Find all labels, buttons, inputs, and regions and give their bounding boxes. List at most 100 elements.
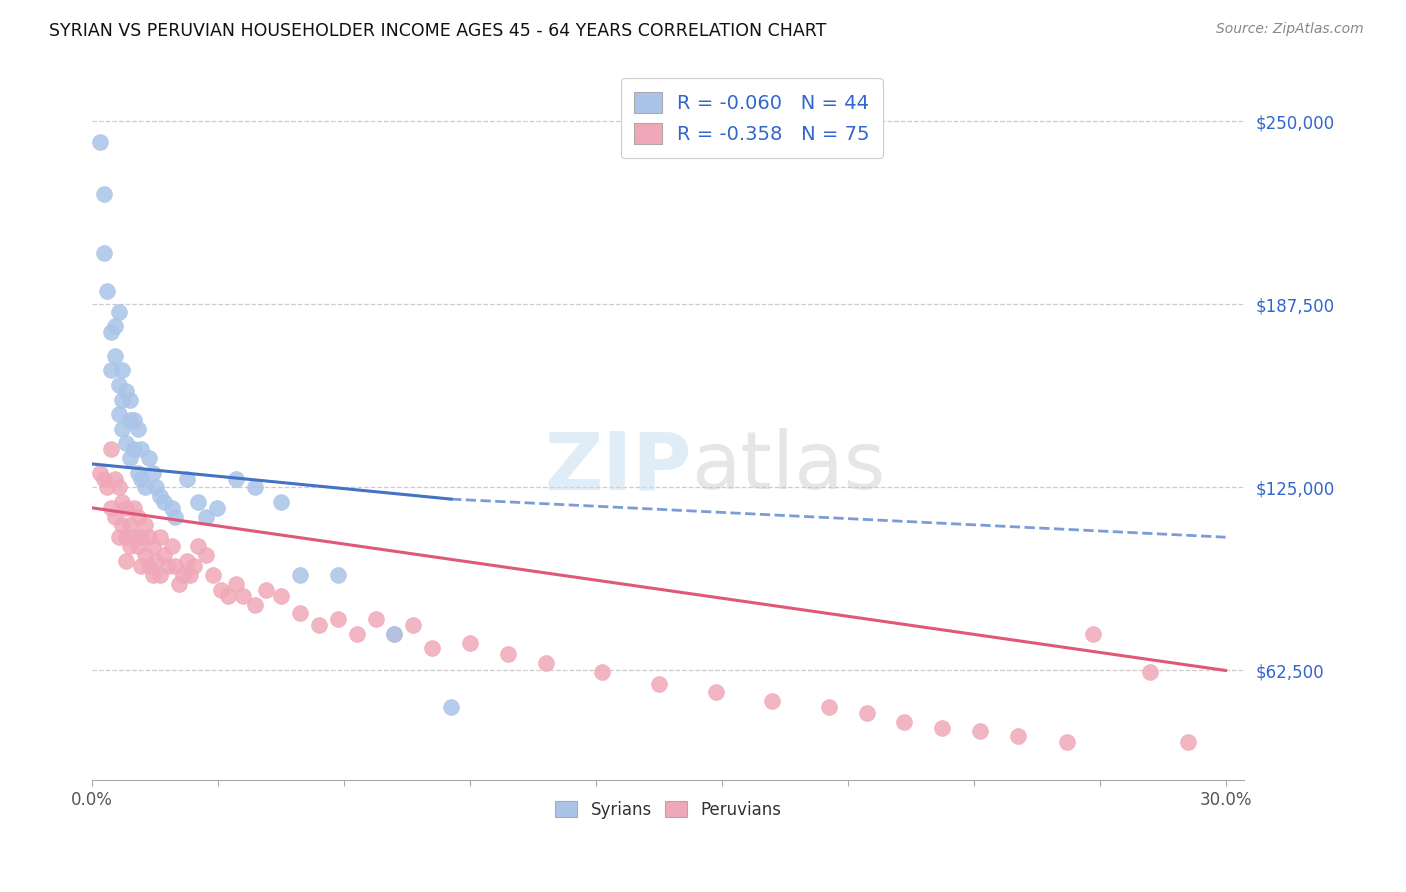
Point xyxy=(254,582,277,597)
Point xyxy=(93,187,115,202)
Point xyxy=(115,436,138,450)
Point xyxy=(761,694,783,708)
Point xyxy=(165,509,187,524)
Point xyxy=(326,612,349,626)
Point xyxy=(326,568,349,582)
Point xyxy=(107,304,129,318)
Point xyxy=(420,641,443,656)
Point xyxy=(187,539,209,553)
Point xyxy=(384,627,406,641)
Point xyxy=(107,377,129,392)
Point xyxy=(194,509,217,524)
Point xyxy=(346,627,368,641)
Point xyxy=(167,577,190,591)
Point xyxy=(156,559,179,574)
Point xyxy=(89,466,111,480)
Point xyxy=(160,539,183,553)
Point xyxy=(107,530,129,544)
Text: atlas: atlas xyxy=(692,428,886,506)
Point xyxy=(1056,735,1078,749)
Point xyxy=(969,723,991,738)
Point xyxy=(149,489,172,503)
Point xyxy=(179,568,201,582)
Point xyxy=(115,553,138,567)
Text: Source: ZipAtlas.com: Source: ZipAtlas.com xyxy=(1216,22,1364,37)
Point xyxy=(122,530,145,544)
Point xyxy=(142,466,165,480)
Point xyxy=(931,721,953,735)
Point xyxy=(93,246,115,260)
Point xyxy=(364,612,387,626)
Point xyxy=(138,451,160,466)
Point xyxy=(194,548,217,562)
Point xyxy=(172,568,194,582)
Point xyxy=(118,518,141,533)
Point xyxy=(145,553,167,567)
Point xyxy=(142,568,165,582)
Point xyxy=(1139,665,1161,679)
Point xyxy=(138,530,160,544)
Point xyxy=(111,363,134,377)
Point xyxy=(118,392,141,407)
Point xyxy=(440,700,463,714)
Point xyxy=(118,413,141,427)
Point xyxy=(122,442,145,457)
Point xyxy=(134,518,156,533)
Point xyxy=(270,495,292,509)
Point xyxy=(176,553,198,567)
Point xyxy=(176,472,198,486)
Point xyxy=(232,589,254,603)
Point xyxy=(648,676,671,690)
Point xyxy=(138,559,160,574)
Point xyxy=(534,656,557,670)
Point xyxy=(202,568,225,582)
Point xyxy=(134,548,156,562)
Point xyxy=(104,319,127,334)
Point xyxy=(308,618,330,632)
Point xyxy=(149,530,172,544)
Point xyxy=(187,495,209,509)
Point xyxy=(115,384,138,398)
Point xyxy=(153,548,176,562)
Point xyxy=(100,500,122,515)
Point xyxy=(149,568,172,582)
Point xyxy=(104,349,127,363)
Point xyxy=(127,539,149,553)
Point xyxy=(127,422,149,436)
Point xyxy=(160,500,183,515)
Point xyxy=(496,648,519,662)
Point xyxy=(288,568,311,582)
Point xyxy=(209,582,232,597)
Point xyxy=(100,325,122,339)
Point xyxy=(1083,627,1105,641)
Point xyxy=(122,413,145,427)
Legend: Syrians, Peruvians: Syrians, Peruvians xyxy=(548,794,787,825)
Point xyxy=(115,530,138,544)
Point xyxy=(704,685,727,699)
Point xyxy=(818,700,841,714)
Point xyxy=(100,442,122,457)
Point xyxy=(1007,730,1029,744)
Point xyxy=(402,618,425,632)
Point xyxy=(96,284,118,298)
Text: ZIP: ZIP xyxy=(544,428,692,506)
Point xyxy=(217,589,239,603)
Point xyxy=(111,422,134,436)
Point xyxy=(855,706,877,720)
Point xyxy=(111,518,134,533)
Point xyxy=(165,559,187,574)
Point xyxy=(225,472,247,486)
Point xyxy=(225,577,247,591)
Point xyxy=(96,480,118,494)
Point xyxy=(243,598,266,612)
Point xyxy=(100,363,122,377)
Point xyxy=(270,589,292,603)
Point xyxy=(129,442,152,457)
Point xyxy=(893,714,915,729)
Point xyxy=(142,539,165,553)
Point xyxy=(183,559,205,574)
Point xyxy=(1177,735,1199,749)
Point xyxy=(111,392,134,407)
Point xyxy=(118,451,141,466)
Point xyxy=(104,509,127,524)
